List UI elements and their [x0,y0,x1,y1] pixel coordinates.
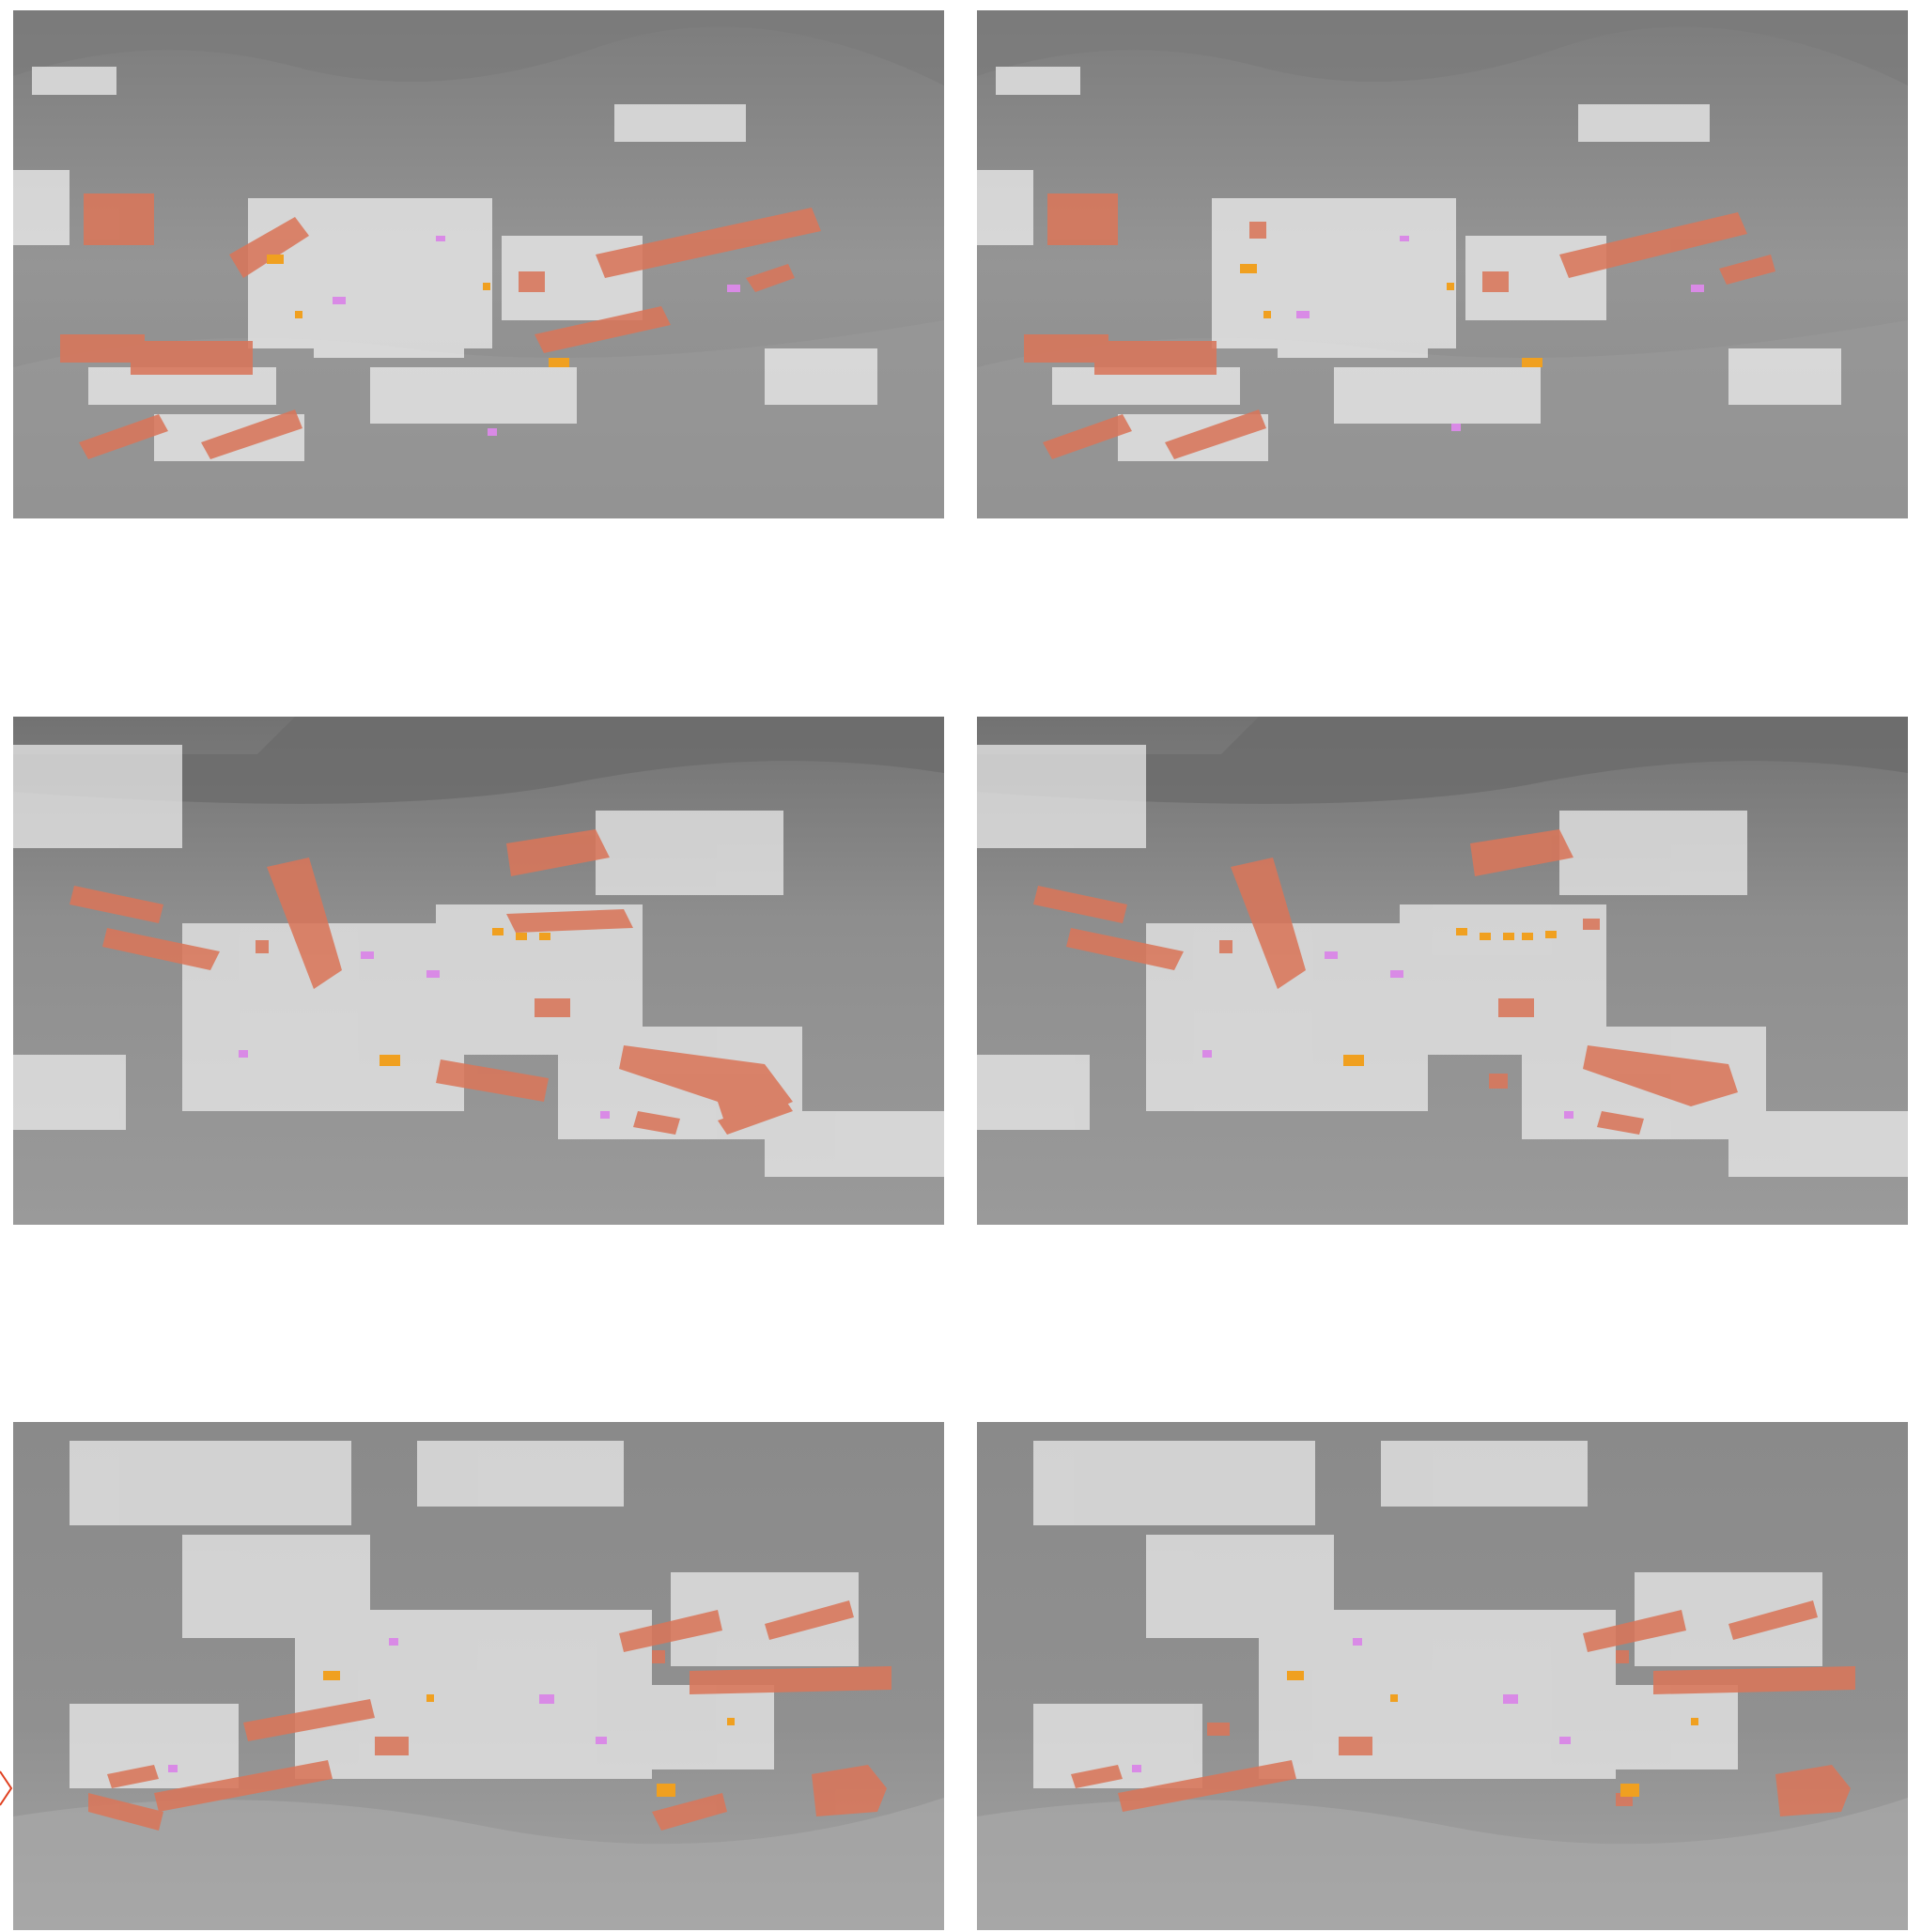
terrain-render [977,717,1908,1225]
orange-markers [1287,1671,1698,1797]
cursor-icon [0,1770,13,1806]
highlight-zones [1024,193,1775,459]
terrain-render [13,1422,944,1930]
violet-markers [1296,236,1704,431]
terrain-render [13,10,944,518]
terrain-render [13,717,944,1225]
highlight-zones [1071,1600,1855,1816]
highlight-zones [60,193,821,459]
map-panel-row3-right[interactable] [977,1422,1908,1930]
map-panel-row2-left[interactable] [13,717,944,1225]
violet-markers [1202,951,1573,1119]
violet-markers [333,236,740,436]
highlight-zones [1033,829,1738,1135]
orange-markers [1240,264,1542,367]
map-panel-row1-left[interactable] [13,10,944,518]
orange-markers [323,1671,735,1797]
terrain-render [977,10,1908,518]
orange-markers [380,928,550,1066]
map-panel-row3-left[interactable] [13,1422,944,1930]
map-panel-row2-right[interactable] [977,717,1908,1225]
terrain-render [977,1422,1908,1930]
highlight-zones [70,829,793,1135]
violet-markers [168,1638,607,1772]
orange-markers [267,255,569,367]
violet-markers [1132,1638,1571,1772]
map-panel-row1-right[interactable] [977,10,1908,518]
orange-markers [1343,928,1557,1066]
violet-markers [239,951,610,1119]
highlight-zones [88,1600,891,1831]
